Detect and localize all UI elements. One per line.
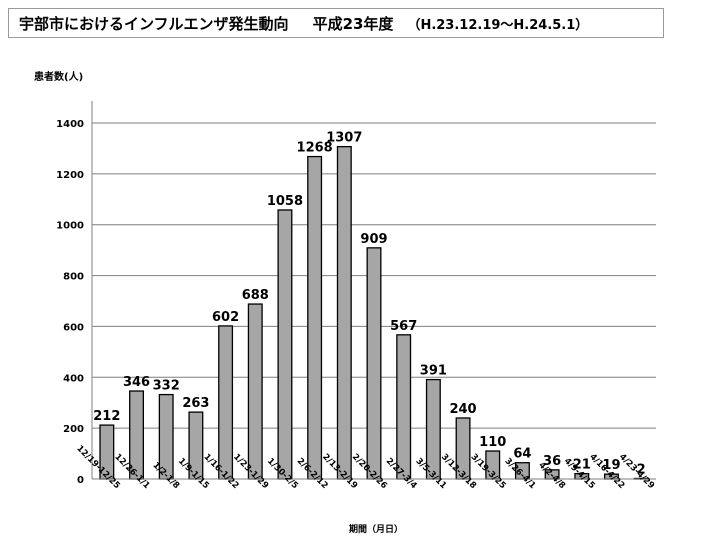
data-label: 21 bbox=[573, 458, 591, 473]
y-tick-label: 600 bbox=[63, 322, 84, 333]
y-tick-label: 1400 bbox=[56, 119, 84, 130]
x-axis-title: 期間（月日） bbox=[349, 523, 403, 535]
data-label: 19 bbox=[602, 458, 620, 473]
data-label: 332 bbox=[153, 379, 180, 394]
data-label: 567 bbox=[390, 319, 417, 334]
chart-period: （H.23.12.19〜H.24.5.1） bbox=[407, 17, 589, 33]
data-label: 602 bbox=[212, 310, 239, 325]
bar bbox=[307, 155, 323, 480]
chart-title: 宇部市におけるインフルエンザ発生動向 bbox=[19, 14, 289, 33]
bar bbox=[218, 325, 234, 480]
labels: 020040060080010001200140021212/19-12/253… bbox=[56, 119, 656, 491]
data-label: 2 bbox=[637, 462, 646, 477]
data-label: 240 bbox=[449, 402, 476, 417]
y-tick-label: 200 bbox=[63, 424, 84, 435]
data-label: 391 bbox=[420, 364, 447, 379]
bars bbox=[99, 145, 649, 480]
y-tick-label: 0 bbox=[77, 475, 84, 486]
bar bbox=[396, 334, 412, 480]
y-tick-label: 800 bbox=[63, 272, 84, 283]
y-tick-label: 1000 bbox=[56, 221, 84, 232]
chart-subtitle: 平成23年度 bbox=[312, 14, 394, 33]
data-label: 688 bbox=[242, 288, 269, 303]
axes bbox=[91, 101, 656, 480]
data-label: 110 bbox=[479, 435, 506, 450]
data-label: 1058 bbox=[267, 194, 303, 209]
data-label: 1268 bbox=[297, 141, 333, 156]
bar bbox=[247, 303, 263, 480]
bar bbox=[366, 247, 382, 480]
chart-title-box: 宇部市におけるインフルエンザ発生動向 平成23年度 （H.23.12.19〜H.… bbox=[8, 8, 664, 38]
data-label: 36 bbox=[543, 454, 561, 469]
bar bbox=[277, 209, 293, 480]
y-tick-label: 1200 bbox=[56, 170, 84, 181]
data-label: 212 bbox=[93, 409, 120, 424]
y-axis-title: 患者数(人) bbox=[34, 70, 83, 83]
data-label: 263 bbox=[182, 396, 209, 411]
data-label: 909 bbox=[360, 232, 387, 247]
y-tick-label: 400 bbox=[63, 373, 84, 384]
data-label: 1307 bbox=[326, 131, 362, 146]
data-label: 346 bbox=[123, 375, 150, 390]
data-label: 64 bbox=[513, 447, 531, 462]
bar bbox=[336, 145, 352, 480]
